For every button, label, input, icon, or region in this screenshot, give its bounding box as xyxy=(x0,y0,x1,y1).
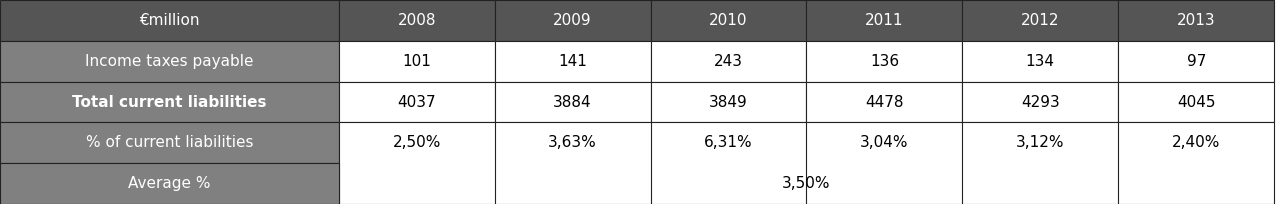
Bar xyxy=(1118,0,1274,41)
Text: 3849: 3849 xyxy=(709,94,748,110)
Text: 2009: 2009 xyxy=(553,13,592,28)
Text: 2,40%: 2,40% xyxy=(1172,135,1220,150)
Bar xyxy=(495,82,651,122)
Text: 3,12%: 3,12% xyxy=(1016,135,1065,150)
Bar xyxy=(339,82,495,122)
Bar xyxy=(339,122,1274,204)
Bar xyxy=(962,0,1118,41)
Bar xyxy=(806,0,962,41)
Text: 3,63%: 3,63% xyxy=(548,135,597,150)
Text: 2012: 2012 xyxy=(1021,13,1059,28)
Bar xyxy=(495,0,651,41)
Bar xyxy=(0,82,339,122)
Bar xyxy=(651,0,806,41)
Text: 3884: 3884 xyxy=(553,94,592,110)
Bar xyxy=(0,41,339,82)
Text: Income taxes payable: Income taxes payable xyxy=(86,54,253,69)
Text: 3,50%: 3,50% xyxy=(782,176,831,191)
Bar xyxy=(962,82,1118,122)
Bar xyxy=(806,41,962,82)
Text: €million: €million xyxy=(139,13,199,28)
Text: 97: 97 xyxy=(1186,54,1206,69)
Bar xyxy=(962,41,1118,82)
Text: 2011: 2011 xyxy=(865,13,904,28)
Bar xyxy=(495,41,651,82)
Text: 2010: 2010 xyxy=(709,13,748,28)
Text: 2013: 2013 xyxy=(1177,13,1215,28)
Text: 4293: 4293 xyxy=(1021,94,1059,110)
Bar xyxy=(339,41,495,82)
Text: 141: 141 xyxy=(558,54,587,69)
Text: 136: 136 xyxy=(870,54,898,69)
Text: 3,04%: 3,04% xyxy=(860,135,909,150)
Text: Average %: Average % xyxy=(128,176,211,191)
Text: 4037: 4037 xyxy=(397,94,436,110)
Bar xyxy=(806,82,962,122)
Text: 101: 101 xyxy=(403,54,431,69)
Bar xyxy=(1118,82,1274,122)
Text: 6,31%: 6,31% xyxy=(704,135,753,150)
Text: 4478: 4478 xyxy=(865,94,904,110)
Bar xyxy=(1118,41,1274,82)
Bar xyxy=(651,82,806,122)
Bar xyxy=(651,41,806,82)
Text: 243: 243 xyxy=(714,54,743,69)
Bar xyxy=(0,0,339,41)
Bar xyxy=(339,0,495,41)
Text: 134: 134 xyxy=(1026,54,1054,69)
Text: 2008: 2008 xyxy=(397,13,436,28)
Text: % of current liabilities: % of current liabilities xyxy=(86,135,253,150)
Bar xyxy=(0,163,339,204)
Text: Total current liabilities: Total current liabilities xyxy=(72,94,267,110)
Text: 4045: 4045 xyxy=(1177,94,1215,110)
Text: 2,50%: 2,50% xyxy=(392,135,441,150)
Bar xyxy=(0,122,339,163)
